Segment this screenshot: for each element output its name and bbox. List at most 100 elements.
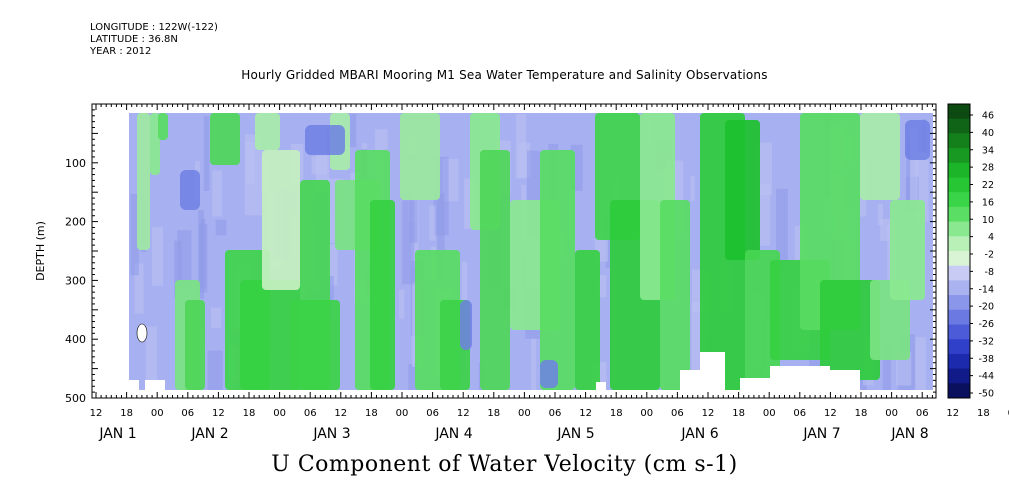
texture-cell [776, 188, 788, 269]
x-tick-label: 00 [1008, 408, 1009, 419]
positive-velocity-region [400, 113, 440, 200]
colorbar-segment [948, 162, 970, 178]
x-tick-label: 00 [640, 408, 653, 419]
y-tick-label: 400 [65, 333, 86, 346]
texture-cell [199, 224, 208, 293]
x-tick-label: 00 [885, 408, 898, 419]
missing-data-island [136, 323, 148, 343]
texture-cell [203, 116, 210, 191]
texture-cell [429, 205, 436, 241]
missing-data-region [680, 370, 705, 392]
x-tick-label: 12 [334, 408, 347, 419]
x-day-label: JAN 3 [312, 426, 350, 442]
x-tick-label: 00 [273, 408, 286, 419]
positive-velocity-region [150, 113, 160, 175]
colorbar-frame [947, 103, 971, 399]
colorbar-segment [948, 192, 970, 208]
positive-velocity-region [540, 150, 575, 390]
colorbar-label: 4 [988, 232, 994, 243]
year-label: YEAR : 2012 [90, 46, 152, 57]
latitude-label: LATITUDE : 36.8N [90, 34, 178, 45]
colorbar-label: -44 [978, 371, 994, 382]
x-tick-label: 06 [426, 408, 439, 419]
colorbar-segment [948, 265, 970, 281]
y-tick-label: 200 [65, 216, 86, 229]
texture-cell [515, 114, 527, 179]
x-tick-label: 18 [977, 408, 990, 419]
positive-velocity-region [185, 300, 205, 390]
texture-cell [398, 289, 405, 319]
y-tick-label: 300 [65, 274, 86, 287]
colorbar-label: -14 [978, 284, 994, 295]
texture-cell [402, 200, 415, 285]
texture-cell [211, 307, 222, 328]
colorbar-segment [948, 383, 970, 399]
positive-velocity-region [890, 200, 925, 300]
colorbar-label: -20 [978, 302, 994, 313]
x-tick-label: 06 [793, 408, 806, 419]
positive-velocity-region [290, 300, 340, 390]
x-tick-label: 00 [763, 408, 776, 419]
positive-velocity-region [255, 113, 280, 150]
positive-velocity-region [137, 113, 150, 250]
colorbar-label: 16 [982, 197, 994, 208]
negative-velocity-region [905, 120, 930, 160]
missing-data-region [770, 366, 830, 392]
texture-cell [915, 337, 926, 390]
colorbar-segment [948, 295, 970, 311]
colorbar-label: 46 [982, 111, 994, 122]
x-tick-label: 12 [457, 408, 470, 419]
texture-cell [244, 134, 263, 216]
colorbar-segment [948, 206, 970, 223]
texture-cell [461, 261, 468, 329]
x-tick-label: 00 [518, 408, 531, 419]
colorbar-segment [948, 236, 970, 252]
texture-cell [328, 244, 338, 286]
x-tick-label: 18 [855, 408, 868, 419]
positive-velocity-region [820, 280, 880, 380]
x-day-label: JAN 7 [802, 426, 840, 442]
positive-velocity-region [262, 150, 300, 290]
texture-cell [134, 263, 144, 314]
x-tick-label: 00 [151, 408, 164, 419]
positive-velocity-region [575, 250, 600, 390]
colorbar-segment [948, 309, 970, 325]
texture-cell [174, 240, 182, 299]
missing-data-region [700, 352, 725, 392]
positive-velocity-region [660, 200, 690, 390]
texture-cell [408, 364, 418, 390]
y-tick-label: 100 [65, 157, 86, 170]
positive-velocity-region [860, 113, 900, 200]
colorbar-label: 22 [982, 180, 994, 191]
x-tick-label: 06 [671, 408, 684, 419]
x-day-label: JAN 6 [680, 426, 718, 442]
x-tick-label: 12 [90, 408, 103, 419]
plot-area [129, 113, 933, 392]
colorbar-label: 28 [982, 163, 994, 174]
texture-cell [130, 193, 139, 276]
x-tick-label: 00 [396, 408, 409, 419]
texture-cell [896, 352, 912, 386]
texture-cell [570, 144, 583, 191]
colorbar-segment [948, 324, 970, 340]
texture-cell [207, 350, 223, 390]
missing-data-region [740, 378, 770, 392]
texture-cell [794, 225, 805, 262]
texture-cell [311, 156, 328, 175]
missing-data-region [129, 380, 139, 392]
positive-velocity-region [370, 200, 395, 390]
colorbar-segment [948, 133, 970, 149]
x-day-label: JAN 2 [190, 426, 228, 442]
x-tick-label: 12 [946, 408, 959, 419]
colorbar-segment [948, 104, 970, 120]
colorbar-segment [948, 251, 970, 267]
colorbar-segment [948, 148, 970, 164]
colorbar-label: -26 [978, 319, 994, 330]
positive-velocity-region [240, 280, 300, 390]
texture-cell [215, 219, 227, 236]
colorbar-segment [948, 353, 970, 370]
colorbar-label: -2 [985, 250, 994, 261]
positive-velocity-region [210, 113, 240, 165]
texture-cell [597, 275, 607, 298]
